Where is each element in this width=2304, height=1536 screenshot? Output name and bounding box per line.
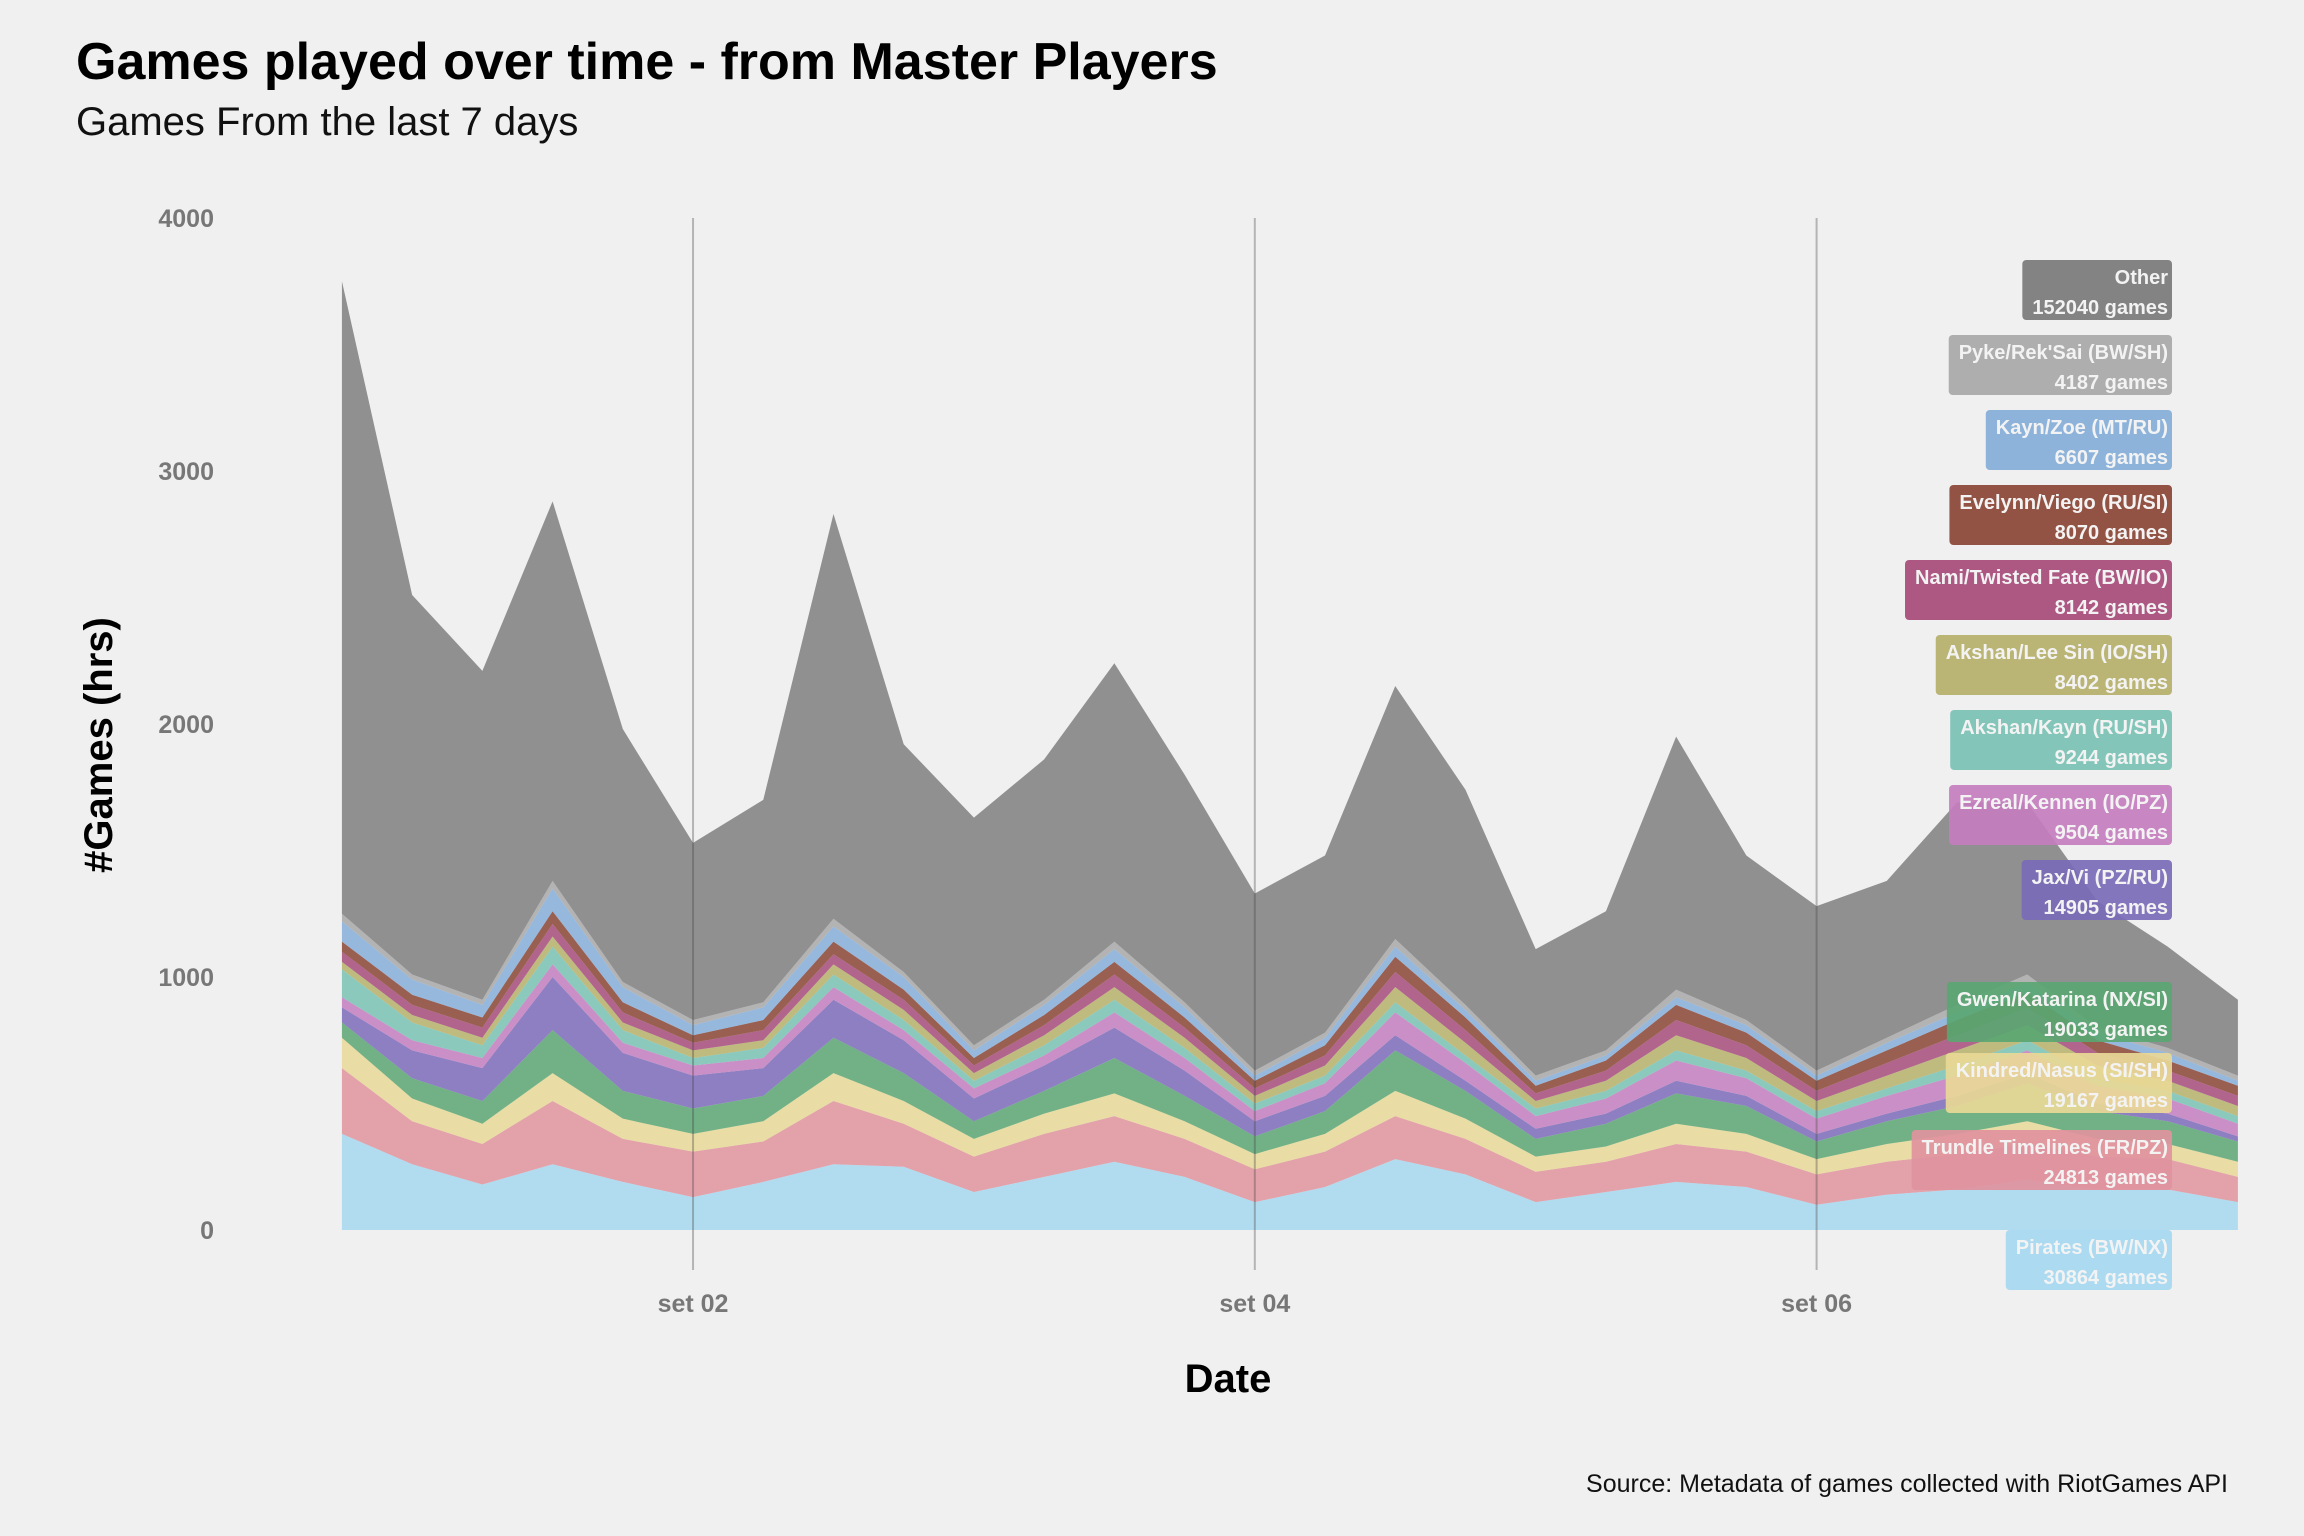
series-games-count: 8142 games (2055, 597, 2168, 619)
series-label-10: Kayn/Zoe (MT/RU) 6607 games (1985, 410, 2172, 470)
series-name: Other (2115, 267, 2169, 289)
series-label-1: Trundle Timelines (FR/PZ) 24813 games (1911, 1130, 2172, 1190)
chart-title: Games played over time - from Master Pla… (76, 33, 1218, 91)
area-layers (341, 281, 2238, 1230)
y-axis-title: #Games (hrs) (77, 617, 121, 873)
vertical-gridlines (692, 218, 1818, 1270)
chart-subtitle: Games From the last 7 days (76, 100, 579, 144)
series-games-count: 9504 games (2055, 822, 2168, 844)
area-9 (341, 911, 2238, 1096)
series-label-11: Pyke/Rek'Sai (BW/SH) 4187 games (1948, 335, 2172, 395)
series-games-count: 24813 games (2043, 1167, 2168, 1189)
series-label-box (1911, 1130, 2172, 1190)
series-games-count: 152040 games (2032, 297, 2168, 319)
y-tick-labels: 0 1000 2000 3000 4000 (158, 205, 214, 1245)
area-3 (341, 1022, 2238, 1162)
series-label-box (1946, 982, 2172, 1042)
series-label-12: Other 152040 games (2022, 260, 2172, 320)
x-tick-label: set 06 (1781, 1290, 1852, 1318)
series-label-5: Ezreal/Kennen (IO/PZ) 9504 games (1949, 785, 2172, 845)
series-labels: Pirates (BW/NX) 30864 games Trundle Timeli… (1905, 260, 2172, 1290)
y-tick-label: 2000 (158, 711, 214, 739)
area-0 (341, 1133, 2238, 1230)
y-tick-label: 4000 (158, 205, 214, 233)
series-games-count: 19033 games (2043, 1019, 2168, 1041)
series-name: Pyke/Rek'Sai (BW/SH) (1959, 342, 2168, 364)
series-label-box (1985, 410, 2172, 470)
series-games-count: 14905 games (2043, 897, 2168, 919)
y-tick-label: 0 (200, 1217, 214, 1245)
series-label-4: Jax/Vi (PZ/RU) 14905 games (2021, 860, 2172, 920)
series-label-6: Akshan/Kayn (RU/SH) 9244 games (1950, 710, 2172, 770)
series-name: Trundle Timelines (FR/PZ) (1922, 1137, 2168, 1159)
y-tick-label: 3000 (158, 458, 214, 486)
series-label-box (1949, 485, 2172, 545)
series-label-box (1950, 710, 2172, 770)
series-label-7: Akshan/Lee Sin (IO/SH) 8402 games (1935, 635, 2172, 695)
series-name: Kayn/Zoe (MT/RU) (1996, 417, 2168, 439)
series-label-8: Nami/Twisted Fate (BW/IO) 8142 games (1905, 560, 2172, 620)
series-label-box (1945, 1053, 2172, 1113)
area-2 (341, 1037, 2238, 1177)
series-name: Gwen/Katarina (NX/SI) (1957, 989, 2168, 1011)
x-tick-label: set 04 (1219, 1290, 1290, 1318)
series-games-count: 8402 games (2055, 672, 2168, 694)
area-12 (341, 281, 2238, 1076)
series-name: Kindred/Nasus (SI/SH) (1956, 1060, 2168, 1082)
area-5 (341, 964, 2238, 1137)
series-label-0: Pirates (BW/NX) 30864 games (2005, 1230, 2172, 1290)
x-tick-label: set 02 (658, 1290, 729, 1318)
series-label-box (1905, 560, 2172, 620)
series-name: Akshan/Lee Sin (IO/SH) (1946, 642, 2168, 664)
source-caption: Source: Metadata of games collected with… (1586, 1470, 2228, 1498)
series-label-box (1935, 635, 2172, 695)
series-games-count: 8070 games (2055, 522, 2168, 544)
area-1 (341, 1068, 2238, 1205)
series-name: Akshan/Kayn (RU/SH) (1960, 717, 2168, 739)
series-games-count: 30864 games (2043, 1267, 2168, 1289)
area-4 (341, 977, 2238, 1142)
series-label-9: Evelynn/Viego (RU/SI) 8070 games (1949, 485, 2172, 545)
series-games-count: 19167 games (2043, 1090, 2168, 1112)
x-axis-title: Date (1185, 1357, 1272, 1401)
y-tick-label: 1000 (158, 964, 214, 992)
series-name: Nami/Twisted Fate (BW/IO) (1915, 567, 2168, 589)
series-label-box (2021, 860, 2172, 920)
series-name: Jax/Vi (PZ/RU) (2032, 867, 2168, 889)
series-name: Ezreal/Kennen (IO/PZ) (1959, 792, 2168, 814)
series-games-count: 9244 games (2055, 747, 2168, 769)
series-games-count: 6607 games (2055, 447, 2168, 469)
series-name: Evelynn/Viego (RU/SI) (1959, 492, 2168, 514)
area-8 (341, 923, 2238, 1107)
series-label-box (1948, 335, 2172, 395)
series-label-box (2022, 260, 2172, 320)
series-label-3: Gwen/Katarina (NX/SI) 19033 games (1946, 982, 2172, 1042)
series-label-2: Kindred/Nasus (SI/SH) 19167 games (1945, 1053, 2172, 1113)
series-name: Pirates (BW/NX) (2016, 1237, 2168, 1259)
series-games-count: 4187 games (2055, 372, 2168, 394)
series-label-box (1949, 785, 2172, 845)
series-label-box (2005, 1230, 2172, 1290)
area-7 (341, 936, 2238, 1117)
